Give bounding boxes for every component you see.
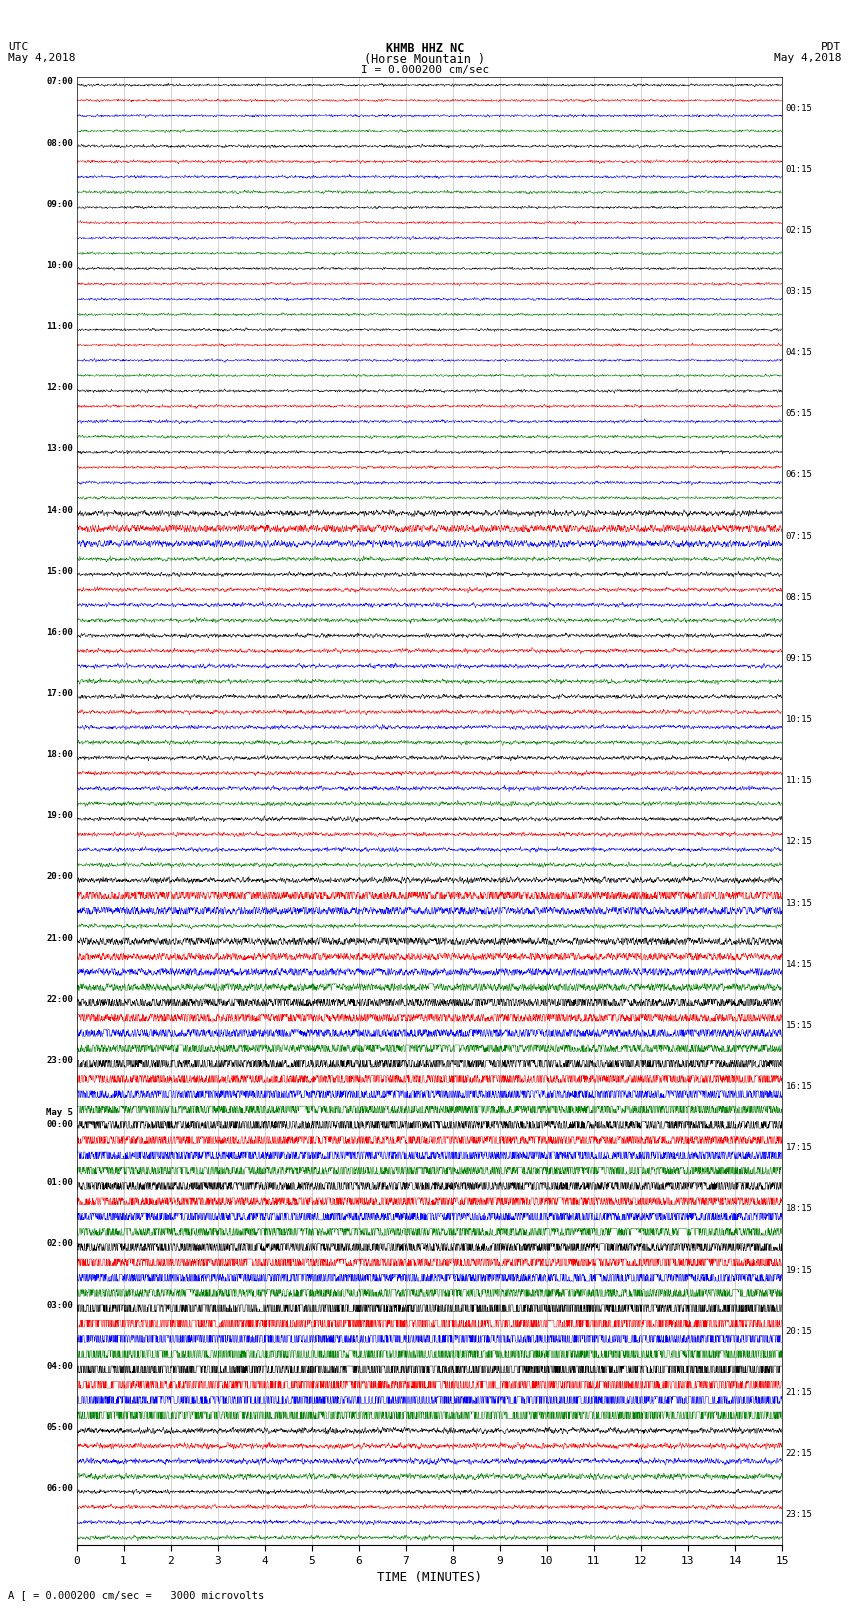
Text: I = 0.000200 cm/sec: I = 0.000200 cm/sec: [361, 65, 489, 74]
Text: 16:15: 16:15: [785, 1082, 813, 1090]
Text: 08:00: 08:00: [46, 139, 73, 147]
Text: 22:00: 22:00: [46, 995, 73, 1003]
Text: 05:00: 05:00: [46, 1423, 73, 1432]
Text: 04:00: 04:00: [46, 1361, 73, 1371]
Text: 17:00: 17:00: [46, 689, 73, 698]
Text: 12:15: 12:15: [785, 837, 813, 847]
Text: KHMB HHZ NC: KHMB HHZ NC: [386, 42, 464, 55]
Text: 01:15: 01:15: [785, 165, 813, 174]
X-axis label: TIME (MINUTES): TIME (MINUTES): [377, 1571, 482, 1584]
Text: 05:15: 05:15: [785, 410, 813, 418]
Text: May 5: May 5: [46, 1108, 73, 1118]
Text: 14:15: 14:15: [785, 960, 813, 969]
Text: 00:15: 00:15: [785, 103, 813, 113]
Text: 18:15: 18:15: [785, 1205, 813, 1213]
Text: 02:15: 02:15: [785, 226, 813, 235]
Text: 10:00: 10:00: [46, 261, 73, 269]
Text: UTC: UTC: [8, 42, 29, 52]
Text: 23:00: 23:00: [46, 1057, 73, 1065]
Text: 21:00: 21:00: [46, 934, 73, 942]
Text: 22:15: 22:15: [785, 1448, 813, 1458]
Text: 12:00: 12:00: [46, 384, 73, 392]
Text: 06:15: 06:15: [785, 471, 813, 479]
Text: 02:00: 02:00: [46, 1239, 73, 1248]
Text: 07:15: 07:15: [785, 532, 813, 540]
Text: 16:00: 16:00: [46, 627, 73, 637]
Text: 06:00: 06:00: [46, 1484, 73, 1494]
Text: 04:15: 04:15: [785, 348, 813, 356]
Text: 23:15: 23:15: [785, 1510, 813, 1519]
Text: 20:00: 20:00: [46, 873, 73, 881]
Text: 18:00: 18:00: [46, 750, 73, 760]
Text: 11:00: 11:00: [46, 323, 73, 331]
Text: 20:15: 20:15: [785, 1327, 813, 1336]
Text: A [ = 0.000200 cm/sec =   3000 microvolts: A [ = 0.000200 cm/sec = 3000 microvolts: [8, 1590, 264, 1600]
Text: 14:00: 14:00: [46, 505, 73, 515]
Text: PDT: PDT: [821, 42, 842, 52]
Text: 13:00: 13:00: [46, 444, 73, 453]
Text: 03:00: 03:00: [46, 1300, 73, 1310]
Text: 10:15: 10:15: [785, 715, 813, 724]
Text: 15:15: 15:15: [785, 1021, 813, 1029]
Text: 00:00: 00:00: [46, 1119, 73, 1129]
Text: 15:00: 15:00: [46, 566, 73, 576]
Text: 09:00: 09:00: [46, 200, 73, 208]
Text: 21:15: 21:15: [785, 1387, 813, 1397]
Text: (Horse Mountain ): (Horse Mountain ): [365, 53, 485, 66]
Text: 19:00: 19:00: [46, 811, 73, 821]
Text: 17:15: 17:15: [785, 1144, 813, 1152]
Text: 03:15: 03:15: [785, 287, 813, 295]
Text: 08:15: 08:15: [785, 594, 813, 602]
Text: 11:15: 11:15: [785, 776, 813, 786]
Text: 09:15: 09:15: [785, 653, 813, 663]
Text: May 4,2018: May 4,2018: [774, 53, 842, 63]
Text: May 4,2018: May 4,2018: [8, 53, 76, 63]
Text: 13:15: 13:15: [785, 898, 813, 908]
Text: 07:00: 07:00: [46, 77, 73, 87]
Text: 19:15: 19:15: [785, 1266, 813, 1274]
Text: 01:00: 01:00: [46, 1177, 73, 1187]
